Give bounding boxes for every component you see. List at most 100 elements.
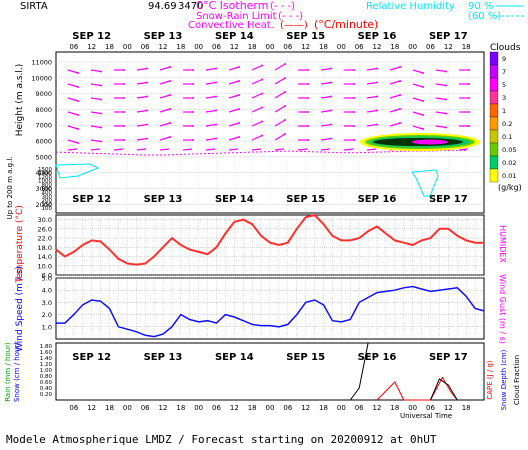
wind-arrow — [228, 122, 240, 127]
wind-arrow-head — [353, 97, 355, 99]
hour-label: 18 — [462, 404, 471, 412]
wind-arrow-head — [215, 123, 217, 126]
colorbar-label: 0.05 — [502, 146, 516, 154]
hour-label: 06 — [141, 404, 150, 412]
height-tick: 9000 — [35, 90, 52, 98]
wind-arrow — [205, 109, 217, 113]
snow-depth-line — [430, 378, 458, 401]
wind-arrow-head — [330, 109, 332, 112]
wind-ylabel: Wind Speed (m / s) — [15, 266, 25, 352]
height-ylabel: Height (m a.s.l.) — [15, 64, 25, 137]
height-tick-low: 1200 — [38, 175, 52, 181]
wind-arrow-head — [100, 140, 102, 143]
wind-arrow — [113, 148, 124, 151]
precip-tick: 1.60 — [40, 350, 53, 356]
precip-tick: 0.60 — [40, 380, 53, 386]
wind-arrow — [136, 95, 148, 99]
wind-arrow — [366, 148, 377, 151]
wind-arrow-head — [445, 84, 447, 87]
hour-label: 00 — [408, 43, 417, 51]
wind-arrow-head — [307, 97, 309, 99]
wind-arrow-head — [307, 83, 309, 85]
wind-arrow-head — [445, 98, 447, 101]
wind-arrow — [205, 67, 217, 71]
hour-label: 18 — [390, 404, 399, 412]
wind-arrow — [274, 119, 286, 127]
isotherm-line — [55, 149, 467, 156]
wind-arrow — [274, 148, 285, 151]
wind-arrow-head — [376, 67, 378, 70]
rain-ylabel: Rain (mm / hour) — [4, 342, 12, 402]
wind-arrow-head — [399, 108, 401, 110]
wind-tick: 5.0 — [42, 275, 52, 283]
wind-arrow-head — [468, 97, 470, 99]
height-tick: 4000 — [35, 169, 52, 177]
universal-time-label: Universal Time — [400, 412, 452, 420]
colorbar-label: 5 — [502, 81, 506, 89]
hour-label: 06 — [69, 404, 78, 412]
wind-arrow-head — [422, 72, 424, 74]
wind-arrow — [205, 81, 217, 85]
wind-arrow — [136, 137, 148, 141]
wind-arrow — [90, 83, 102, 87]
wind-arrow-head — [353, 111, 355, 113]
wind-arrow-head — [169, 94, 171, 96]
height-tick: 2000 — [35, 201, 52, 209]
wind-arrow-head — [123, 83, 125, 85]
day-label: SEP 12 — [72, 31, 111, 42]
snow-depth-ylabel: Snow Depth (cm) — [500, 349, 508, 410]
temperature-ylabel: Temperature (°C) — [15, 205, 25, 284]
wind-arrow-head — [422, 86, 424, 88]
wind-arrow — [159, 94, 171, 99]
wind-arrow-head — [100, 70, 102, 73]
wind-arrow-head — [238, 80, 240, 82]
wind-arrow-head — [238, 66, 240, 68]
colorbar-swatch — [489, 129, 499, 144]
footer-title: Modele Atmospherique LMDZ / Forecast sta… — [6, 433, 437, 446]
temp-tick: 10.0 — [38, 262, 52, 270]
wind-arrow-head — [123, 111, 125, 113]
wind-arrow-head — [284, 91, 286, 93]
wind-arrow — [366, 67, 378, 71]
convective-unit: (°C/minute) — [314, 18, 378, 31]
wind-arrow-head — [284, 77, 286, 79]
height-tick: 6000 — [35, 138, 52, 146]
colorbar-swatch — [489, 116, 499, 131]
wind-arrow — [90, 97, 102, 101]
height-tick-low: 200 — [42, 198, 53, 204]
wind-tick: 2.0 — [42, 311, 52, 319]
colorbar-swatch — [489, 51, 499, 66]
wind-arrow — [297, 148, 308, 151]
wind-arrow-head — [468, 83, 470, 85]
wind-arrow — [251, 148, 262, 151]
clouds-unit: (g/kg) — [498, 183, 522, 192]
wind-arrow-head — [399, 80, 401, 82]
wind-arrow — [274, 63, 286, 71]
wind-arrow-head — [215, 67, 217, 70]
temperature-line — [55, 213, 484, 266]
wind-arrow — [182, 148, 193, 151]
wind-tick: 4.0 — [42, 287, 52, 295]
wind-arrow-head — [376, 123, 378, 126]
wind-arrow — [320, 123, 332, 127]
hour-label: 06 — [141, 43, 150, 51]
colorbar-swatch — [489, 90, 499, 105]
wind-arrow — [366, 95, 378, 99]
hour-label: 00 — [337, 43, 346, 51]
wind-arrow — [205, 123, 217, 127]
colorbar-swatch — [489, 168, 499, 183]
hour-label: 12 — [301, 43, 310, 51]
height-tick-low: 1000 — [38, 179, 52, 185]
temp-tick: 30.0 — [38, 216, 52, 224]
height-tick-low: 800 — [42, 183, 53, 189]
wind-arrow-head — [376, 109, 378, 112]
hour-label: 06 — [355, 404, 364, 412]
wind-arrow — [67, 111, 79, 116]
precip-panel-frame — [55, 342, 485, 401]
station-code-overlap: 3470 — [178, 1, 203, 12]
wind-arrow — [435, 83, 447, 87]
wind-arrow — [412, 69, 424, 74]
wind-arrow-head — [215, 81, 217, 84]
wind-arrow-head — [77, 142, 79, 144]
wind-arrow-head — [238, 136, 240, 138]
